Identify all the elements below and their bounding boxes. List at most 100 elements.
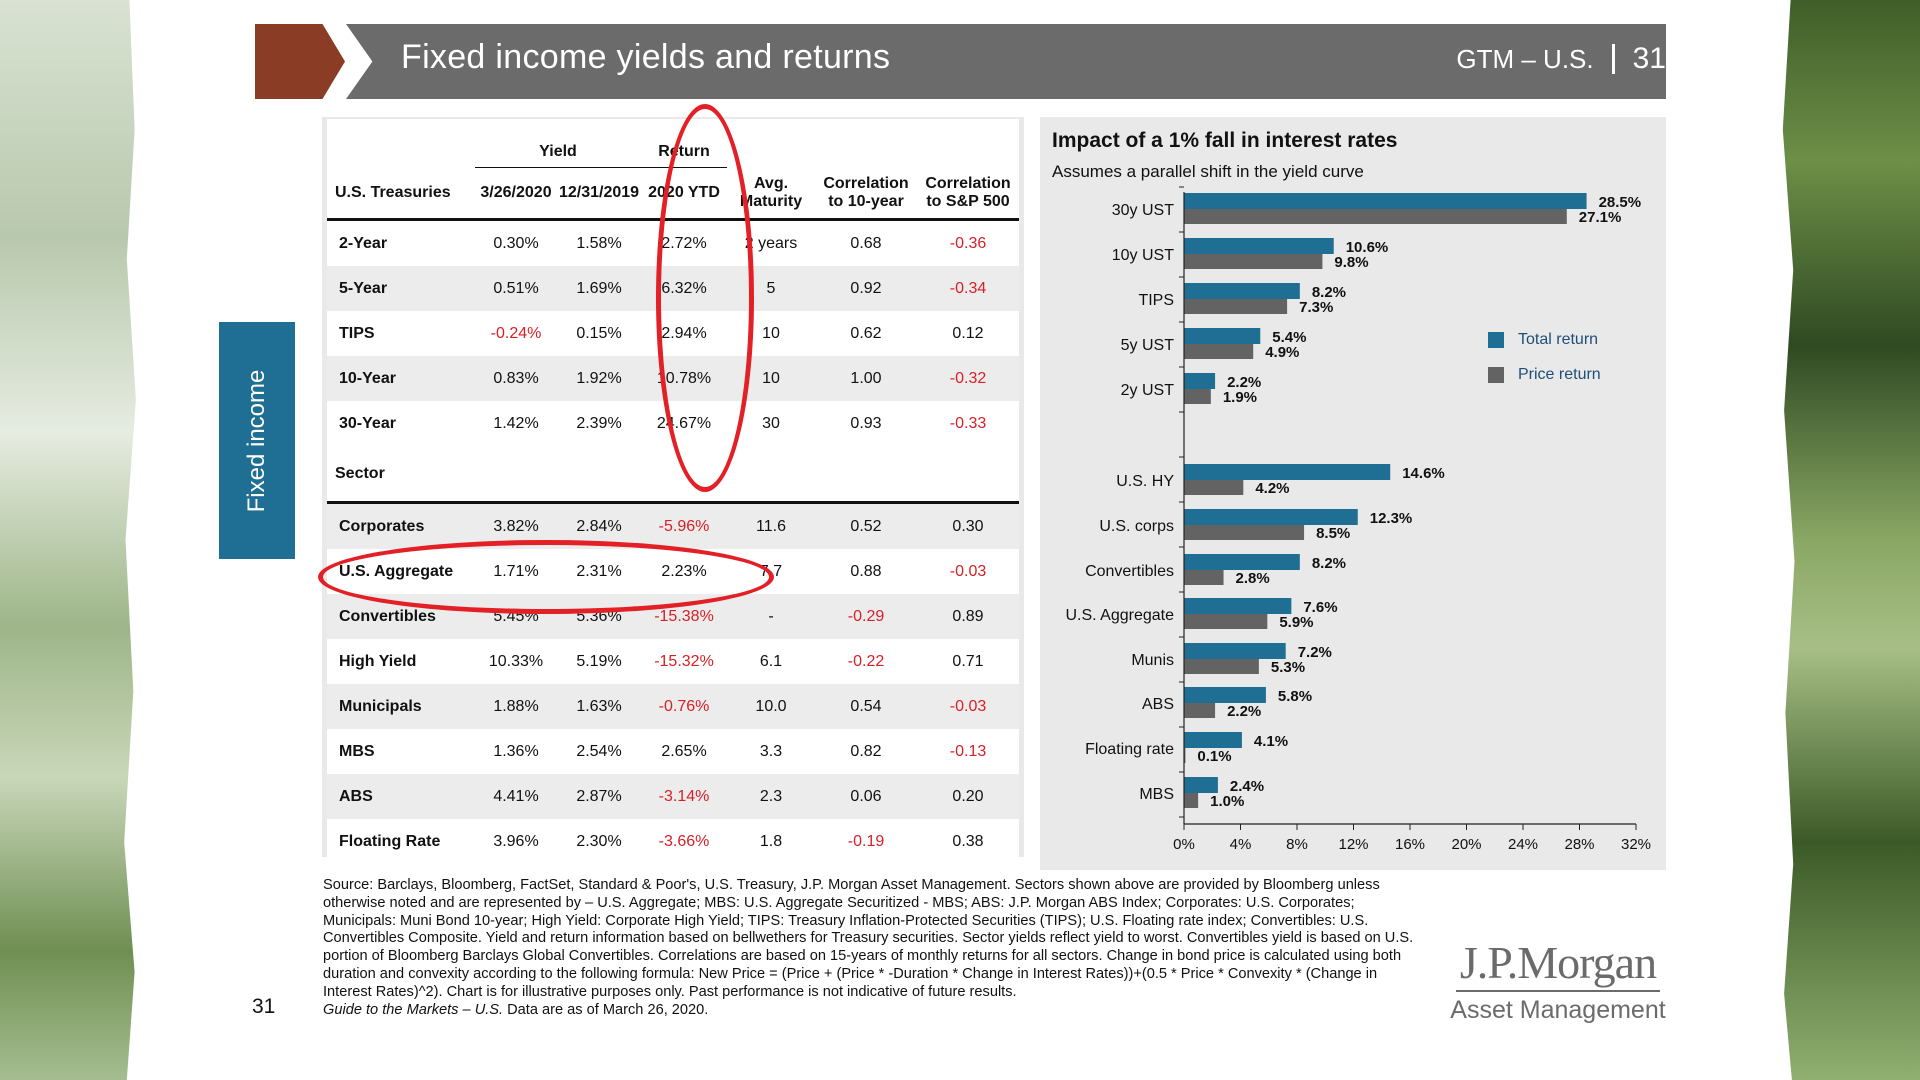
sector-header-row: Sector xyxy=(327,446,1019,503)
cell-name: Floating Rate xyxy=(327,819,475,864)
cell-name: 30-Year xyxy=(327,401,475,446)
x-tick-label: 32% xyxy=(1621,836,1651,853)
guide-title: Guide to the Markets – U.S. xyxy=(323,1001,504,1018)
cell-mat: 10.0 xyxy=(727,684,815,729)
cell-mat: 2.3 xyxy=(727,774,815,819)
table-row: Floating Rate 3.96% 2.30% -3.66% 1.8 -0.19 0.3… xyxy=(327,819,1019,864)
data-label-price-return: 4.2% xyxy=(1255,480,1289,497)
header-page-number: 31 xyxy=(1632,42,1666,75)
cell-name: 2-Year xyxy=(327,219,475,266)
category-label: U.S. corps xyxy=(1099,518,1174,535)
bar-price-return xyxy=(1184,703,1216,718)
cell-csp: 0.20 xyxy=(917,774,1019,819)
cell-y1: 1.71% xyxy=(475,549,557,594)
bar-total-return xyxy=(1184,643,1286,659)
cell-c10: 0.52 xyxy=(815,502,917,549)
x-tick-label: 12% xyxy=(1338,836,1368,853)
cell-mat: - xyxy=(727,594,815,639)
category-label: 5y UST xyxy=(1121,337,1175,354)
cell-y2: 1.69% xyxy=(557,266,641,311)
bar-total-return xyxy=(1184,732,1242,748)
data-label-total-return: 2.2% xyxy=(1227,374,1261,391)
jpmorgan-logo[interactable]: J.P.Morgan Asset Management xyxy=(1450,940,1666,1025)
col-header-corr-sp500: Correlation to S&P 500 xyxy=(917,167,1019,220)
cell-y1: 1.42% xyxy=(475,401,557,446)
cell-csp: 0.89 xyxy=(917,594,1019,639)
cell-name: Convertibles xyxy=(327,594,475,639)
cell-mat: 11.6 xyxy=(727,502,815,549)
cell-c10: 0.82 xyxy=(815,729,917,774)
data-label-total-return: 8.2% xyxy=(1312,555,1346,572)
x-tick-label: 4% xyxy=(1230,836,1252,853)
data-label-total-return: 14.6% xyxy=(1402,465,1445,482)
category-label: 30y UST xyxy=(1112,202,1174,219)
cell-mat: 6.1 xyxy=(727,639,815,684)
bar-price-return xyxy=(1184,793,1199,808)
cell-csp: -0.03 xyxy=(917,549,1019,594)
table-row: 10-Year 0.83% 1.92% 10.78% 10 1.00 -0.32 xyxy=(327,356,1019,401)
table-row: 5-Year 0.51% 1.69% 6.32% 5 0.92 -0.34 xyxy=(327,266,1019,311)
cell-y1: 10.33% xyxy=(475,639,557,684)
bar-total-return xyxy=(1184,509,1358,525)
section-tab[interactable]: Fixed income xyxy=(219,322,295,559)
data-label-price-return: 2.2% xyxy=(1227,703,1261,720)
x-tick-label: 0% xyxy=(1173,836,1195,853)
legend-swatch-price-return xyxy=(1488,367,1504,383)
cell-y2: 2.39% xyxy=(557,401,641,446)
cell-y2: 2.54% xyxy=(557,729,641,774)
col-header-yield-current: 3/26/2020 xyxy=(475,167,557,220)
data-label-total-return: 5.4% xyxy=(1272,329,1306,346)
cell-mat: 5 xyxy=(727,266,815,311)
table-row: Corporates 3.82% 2.84% -5.96% 11.6 0.52 0.30 xyxy=(327,502,1019,549)
cell-ytd: -3.14% xyxy=(641,774,727,819)
cell-y1: 5.45% xyxy=(475,594,557,639)
bar-price-return xyxy=(1184,659,1259,674)
cell-c10: -0.29 xyxy=(815,594,917,639)
cell-csp: -0.34 xyxy=(917,266,1019,311)
cell-csp: 0.12 xyxy=(917,311,1019,356)
cell-mat: 1.8 xyxy=(727,819,815,864)
data-label-price-return: 2.8% xyxy=(1236,570,1270,587)
category-label: Convertibles xyxy=(1085,563,1174,580)
bar-total-return xyxy=(1184,464,1391,480)
data-label-total-return: 28.5% xyxy=(1599,194,1642,211)
table-row: Convertibles 5.45% 5.36% -15.38% - -0.29 0.89 xyxy=(327,594,1019,639)
legend-item-total-return[interactable]: Total return xyxy=(1488,331,1601,349)
bar-total-return xyxy=(1184,554,1300,570)
table-row: 2-Year 0.30% 1.58% 2.72% 2 years 0.68 -0.36 xyxy=(327,219,1019,266)
data-label-price-return: 9.8% xyxy=(1334,254,1368,271)
legend-item-price-return[interactable]: Price return xyxy=(1488,366,1601,384)
cell-c10: 0.92 xyxy=(815,266,917,311)
data-label-price-return: 1.0% xyxy=(1210,793,1244,810)
bar-price-return xyxy=(1184,570,1224,585)
cell-mat: 2 years xyxy=(727,219,815,266)
header-bar xyxy=(346,24,1666,99)
cell-y1: 3.96% xyxy=(475,819,557,864)
sector-label: Sector xyxy=(327,446,475,503)
table-row: ABS 4.41% 2.87% -3.14% 2.3 0.06 0.20 xyxy=(327,774,1019,819)
rate-impact-chart: 30y UST 28.5%27.1% 10y UST 10.6%9.8% TIPS 8.2… xyxy=(1065,186,1651,853)
cell-y1: 4.41% xyxy=(475,774,557,819)
bar-total-return xyxy=(1184,777,1218,793)
header-arrow-accent xyxy=(255,24,345,99)
cell-y2: 1.92% xyxy=(557,356,641,401)
x-tick-label: 24% xyxy=(1508,836,1538,853)
table-row: MBS 1.36% 2.54% 2.65% 3.3 0.82 -0.13 xyxy=(327,729,1019,774)
bar-total-return xyxy=(1184,238,1334,254)
bar-price-return xyxy=(1184,299,1288,314)
cell-ytd: -15.38% xyxy=(641,594,727,639)
cell-c10: 1.00 xyxy=(815,356,917,401)
logo-subtitle: Asset Management xyxy=(1450,996,1666,1024)
foliage-right-decoration xyxy=(1775,0,1920,1080)
category-label: 10y UST xyxy=(1112,247,1174,264)
cell-ytd: -5.96% xyxy=(641,502,727,549)
cell-y2: 2.30% xyxy=(557,819,641,864)
header-divider xyxy=(1611,44,1615,74)
cell-mat: 7.7 xyxy=(727,549,815,594)
cell-name: Corporates xyxy=(327,502,475,549)
cell-ytd: 2.23% xyxy=(641,549,727,594)
cell-ytd: 2.65% xyxy=(641,729,727,774)
cell-mat: 10 xyxy=(727,356,815,401)
x-tick-label: 16% xyxy=(1395,836,1425,853)
rate-impact-chart-panel: Impact of a 1% fall in interest rates As… xyxy=(1040,117,1666,870)
